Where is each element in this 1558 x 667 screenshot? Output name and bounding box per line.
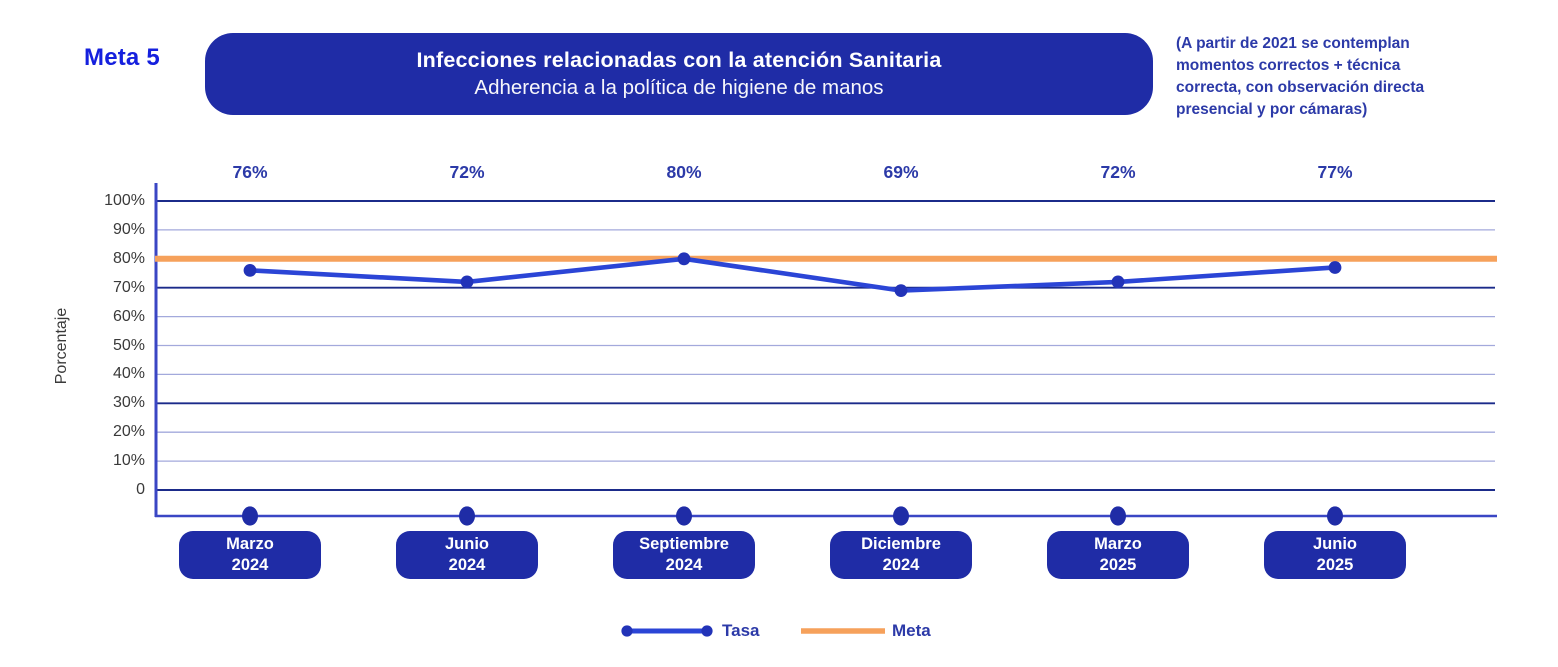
data-point-value-label: 72% [449,162,485,182]
y-tick-label: 20% [112,423,145,441]
month-pill-text: Junio [445,535,489,553]
tasa-series-line [247,256,1338,293]
meta-5-goal-label: Meta 5 [84,44,160,71]
x-axis-category-dot [1110,506,1126,526]
legend-label-meta: Meta [892,621,931,640]
x-axis-category-dot [242,506,258,526]
y-tick-label: 80% [112,249,145,267]
month-pill-text: 2024 [882,556,920,574]
chart-title-banner: Infecciones relacionadas con la atención… [205,33,1153,115]
x-axis-category-dot [459,506,475,526]
month-pill: Junio 2024 [396,531,538,579]
month-pill: Marzo 2024 [179,531,321,579]
y-tick-label: 50% [112,336,145,354]
chart-title: Infecciones relacionadas con la atención… [416,48,942,72]
legend-label-tasa: Tasa [722,621,760,640]
month-pill: Junio 2025 [1264,531,1406,579]
tasa-data-point [460,275,474,289]
month-pill-text: Diciembre [861,535,941,553]
tasa-data-point [1328,261,1342,274]
month-pill-text: 2024 [665,556,703,574]
data-point-value-label: 77% [1317,162,1353,182]
methodology-note: (A partir de 2021 se contemplan momentos… [1176,33,1476,121]
month-pill-text: 2024 [448,556,486,574]
y-tick-label: 100% [104,192,145,209]
month-pill: Diciembre 2024 [830,531,972,579]
x-axis-category-dot [893,506,909,526]
month-pill-text: Septiembre [639,535,729,553]
y-tick-label: 30% [112,394,145,412]
tasa-data-point [894,284,908,297]
methodology-note-line: momentos correctos + técnica [1176,57,1401,74]
month-pill-text: Marzo [226,535,274,553]
month-pill-text: Junio [1313,535,1357,553]
month-pill-text: Marzo [1094,535,1142,553]
data-point-value-label: 76% [232,162,268,182]
legend-tasa-dot [621,625,633,637]
y-tick-label: 60% [112,307,145,325]
methodology-note-line: presencial y por cámaras) [1176,101,1368,118]
y-tick-label: 70% [112,278,145,296]
data-point-value-label: 80% [666,162,702,182]
methodology-note-line: (A partir de 2021 se contemplan [1176,35,1410,52]
tasa-data-point [677,252,691,266]
y-tick-label: 10% [112,452,145,470]
month-pill-text: 2025 [1316,556,1354,574]
month-pill: Marzo 2025 [1047,531,1189,579]
month-pill-text: 2025 [1099,556,1137,574]
y-tick-label: 90% [112,220,145,238]
tasa-data-point [243,263,257,277]
data-point-value-label: 72% [1100,162,1136,182]
methodology-note-line: correcta, con observación directa [1176,79,1425,96]
legend-tasa-dot [701,625,713,637]
chart-subtitle: Adherencia a la política de higiene de m… [474,76,884,99]
x-axis-category-dot [676,506,692,526]
month-pill: Septiembre 2024 [613,531,755,579]
tasa-data-point [1111,275,1125,289]
y-tick-label: 40% [112,365,145,383]
y-tick-label: 0 [136,481,145,498]
month-pill-text: 2024 [231,556,269,574]
x-axis-category-dot [1327,506,1343,526]
data-point-value-label: 69% [883,162,919,182]
